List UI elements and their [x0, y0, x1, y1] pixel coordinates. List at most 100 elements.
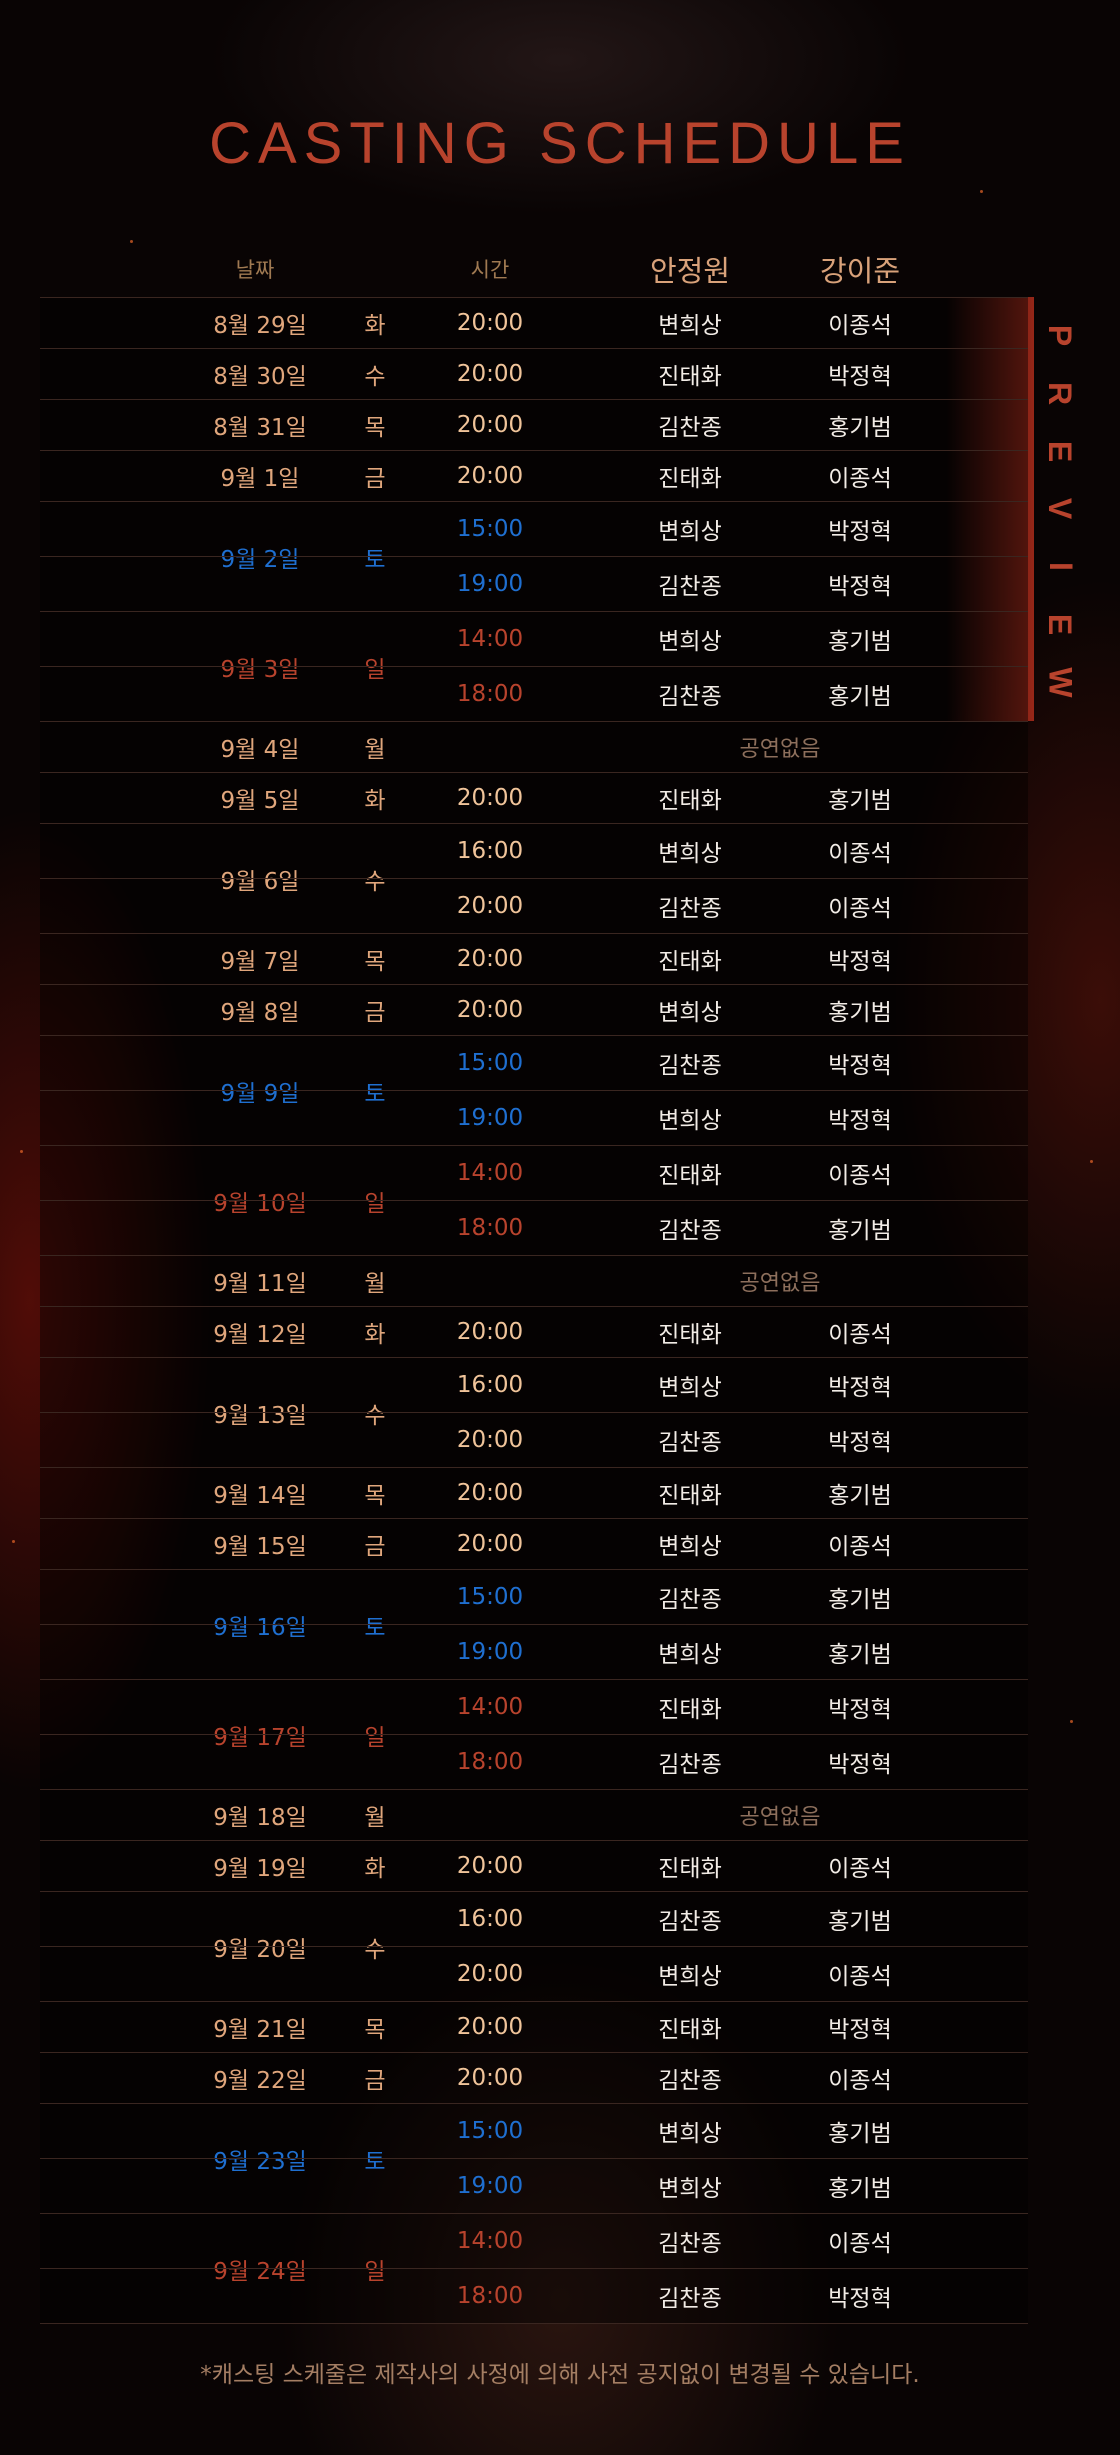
actor1-cell: 변희상	[658, 1108, 722, 1134]
weekday-cell: 화	[364, 313, 386, 339]
actor2-cell: 박정혁	[828, 2017, 892, 2043]
date-cell: 9월 21일	[213, 2017, 307, 2043]
schedule-day-row: 8월 29일 화 20:00 변희상 이종석	[40, 298, 1028, 349]
show-row: 20:00 변희상 이종석	[40, 1946, 1028, 2001]
actor1-cell: 변희상	[658, 629, 722, 655]
actor2-cell: 박정혁	[828, 1108, 892, 1134]
show-row: 공연없음	[40, 722, 1028, 772]
actor2-cell: 박정혁	[828, 1053, 892, 1079]
header-actor1: 안정원	[649, 254, 731, 288]
no-show-label: 공연없음	[739, 1805, 821, 1830]
date-cell: 9월 18일	[213, 1805, 307, 1831]
actor1-cell: 김찬종	[658, 1218, 722, 1244]
ember-decoration	[130, 240, 133, 243]
show-row: 15:00 변희상 박정혁	[40, 502, 1028, 556]
date-cell: 9월 6일	[220, 868, 300, 895]
actor1-cell: 변희상	[658, 1000, 722, 1026]
weekday-cell: 금	[364, 1000, 386, 1026]
actor2-cell: 이종석	[828, 1534, 892, 1560]
time-cell: 15:00	[456, 1584, 524, 1610]
actor1-cell: 변희상	[658, 2176, 722, 2202]
actor1-cell: 김찬종	[658, 2068, 722, 2094]
date-cell: 9월 15일	[213, 1534, 307, 1560]
show-row: 20:00 진태화 홍기범	[40, 773, 1028, 823]
time-cell: 20:00	[456, 310, 524, 336]
date-cell: 9월 3일	[220, 656, 300, 683]
actor2-cell: 이종석	[828, 896, 892, 922]
time-cell: 16:00	[456, 1906, 524, 1932]
preview-letter: R	[1042, 381, 1079, 405]
show-row: 공연없음	[40, 1790, 1028, 1840]
time-cell: 20:00	[456, 361, 524, 387]
footnote: *캐스팅 스케줄은 제작사의 사정에 의해 사전 공지없이 변경될 수 있습니다…	[200, 2362, 920, 2388]
actor2-cell: 홍기범	[828, 1218, 892, 1244]
preview-letter: V	[1042, 498, 1079, 520]
show-row: 20:00 진태화 박정혁	[40, 2002, 1028, 2052]
preview-letter: W	[1042, 667, 1079, 698]
date-cell: 9월 14일	[213, 1483, 307, 1509]
preview-letter: E	[1042, 613, 1079, 636]
date-cell: 9월 11일	[213, 1271, 307, 1297]
show-row: 20:00 김찬종 박정혁	[40, 1412, 1028, 1467]
weekday-cell: 토	[364, 1080, 386, 1107]
time-cell: 18:00	[456, 1749, 524, 1775]
actor2-cell: 박정혁	[828, 364, 892, 390]
schedule-table: 8월 29일 화 20:00 변희상 이종석 8월 30일 수 20:00 진태화 박정혁 8월 3…	[40, 297, 1028, 2324]
time-cell: 20:00	[456, 1961, 524, 1987]
show-row: 16:00 변희상 이종석	[40, 824, 1028, 878]
time-cell: 14:00	[456, 1694, 524, 1720]
date-cell: 9월 19일	[213, 1856, 307, 1882]
weekday-cell: 목	[364, 2017, 386, 2043]
actor1-cell: 진태화	[658, 788, 722, 814]
actor2-cell: 이종석	[828, 2068, 892, 2094]
actor2-cell: 박정혁	[828, 1697, 892, 1723]
schedule-day-row: 9월 9일 토 15:00 김찬종 박정혁 19:00 변희상 박정혁	[40, 1036, 1028, 1146]
time-cell: 20:00	[456, 893, 524, 919]
date-cell: 9월 24일	[213, 2258, 307, 2285]
weekday-cell: 목	[364, 1483, 386, 1509]
weekday-cell: 수	[364, 364, 386, 390]
show-row: 14:00 변희상 홍기범	[40, 612, 1028, 666]
schedule-day-row: 9월 10일 일 14:00 진태화 이종석 18:00 김찬종 홍기범	[40, 1146, 1028, 1256]
header-actor2: 강이준	[819, 254, 901, 288]
actor1-cell: 김찬종	[658, 574, 722, 600]
weekday-cell: 금	[364, 2068, 386, 2094]
weekday-cell: 월	[364, 737, 386, 763]
weekday-cell: 일	[364, 2258, 386, 2285]
actor2-cell: 박정혁	[828, 574, 892, 600]
show-row: 18:00 김찬종 박정혁	[40, 2268, 1028, 2323]
schedule-day-row: 9월 19일 화 20:00 진태화 이종석	[40, 1841, 1028, 1892]
time-cell: 19:00	[456, 2173, 524, 2199]
schedule-day-row: 9월 15일 금 20:00 변희상 이종석	[40, 1519, 1028, 1570]
actor1-cell: 김찬종	[658, 1053, 722, 1079]
schedule-day-row: 9월 12일 화 20:00 진태화 이종석	[40, 1307, 1028, 1358]
time-cell: 20:00	[456, 2065, 524, 2091]
time-cell: 20:00	[456, 997, 524, 1023]
weekday-cell: 수	[364, 1402, 386, 1429]
actor1-cell: 김찬종	[658, 1587, 722, 1613]
ember-decoration	[1070, 1720, 1073, 1723]
actor1-cell: 진태화	[658, 466, 722, 492]
time-cell: 20:00	[456, 1480, 524, 1506]
time-cell: 18:00	[456, 1215, 524, 1241]
actor1-cell: 김찬종	[658, 415, 722, 441]
schedule-day-row: 8월 31일 목 20:00 김찬종 홍기범	[40, 400, 1028, 451]
actor2-cell: 홍기범	[828, 629, 892, 655]
show-row: 15:00 김찬종 홍기범	[40, 1570, 1028, 1624]
actor2-cell: 박정혁	[828, 949, 892, 975]
show-row: 20:00 김찬종 홍기범	[40, 400, 1028, 450]
actor2-cell: 홍기범	[828, 1587, 892, 1613]
date-cell: 9월 9일	[220, 1080, 300, 1107]
actor2-cell: 이종석	[828, 1964, 892, 1990]
schedule-day-row: 9월 13일 수 16:00 변희상 박정혁 20:00 김찬종 박정혁	[40, 1358, 1028, 1468]
time-cell: 20:00	[456, 1319, 524, 1345]
date-cell: 8월 29일	[213, 313, 307, 339]
time-cell: 15:00	[456, 516, 524, 542]
page-title: CASTING SCHEDULE	[209, 111, 911, 176]
weekday-cell: 화	[364, 1322, 386, 1348]
header-time: 시간	[470, 258, 510, 282]
ember-decoration	[980, 190, 983, 193]
table-header: 날짜 시간 안정원 강이준	[40, 250, 1028, 295]
preview-letter: I	[1042, 562, 1079, 572]
